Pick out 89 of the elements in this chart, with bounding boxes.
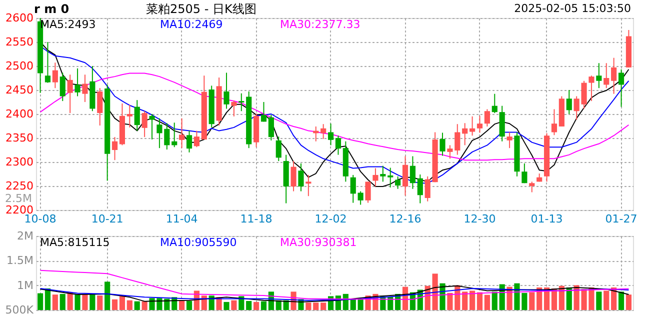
candlestick	[551, 108, 558, 136]
text: r m 0	[34, 2, 70, 16]
chart-title: 菜粕2505 - 日K线图	[146, 2, 256, 16]
x-tick-label: 10-08	[24, 212, 56, 226]
candlestick	[224, 72, 230, 110]
y-tick-label: 2M	[17, 230, 34, 242]
candlestick	[298, 162, 304, 192]
text: MA10:905590	[160, 236, 237, 249]
candlestick	[358, 190, 364, 206]
candlestick	[470, 116, 476, 136]
y-tick-label: 2300	[6, 156, 34, 168]
x-tick-label: 11-18	[240, 212, 272, 226]
candlestick	[268, 114, 274, 141]
candlestick	[388, 167, 394, 188]
candlestick	[492, 93, 498, 114]
candlestick	[328, 123, 334, 146]
candlestick	[372, 168, 378, 187]
text: 2.5M	[5, 192, 32, 205]
candlestick	[417, 174, 423, 204]
candlestick	[238, 92, 244, 112]
candlestick	[149, 114, 155, 140]
candlestick	[529, 181, 535, 193]
text: MA10:2469	[160, 18, 223, 31]
candlestick	[410, 156, 416, 190]
candlestick	[506, 132, 512, 149]
y-tick-label: 2250	[6, 180, 34, 192]
candlestick	[320, 124, 326, 140]
candlestick	[566, 90, 572, 114]
candlestick	[172, 122, 178, 148]
candlestick	[142, 110, 148, 138]
y-tick-label: 2600	[6, 12, 34, 24]
candlestick	[134, 100, 140, 132]
candlestick	[402, 156, 408, 196]
y-tick-label: 1.5M	[6, 254, 34, 268]
candlestick	[454, 124, 460, 156]
candlestick	[424, 176, 430, 202]
candlestick	[462, 122, 468, 146]
x-tick-label: 01-13	[530, 212, 563, 226]
y-tick-label: 1M	[17, 278, 34, 292]
candlestick	[179, 118, 185, 149]
x-tick-label: 12-30	[464, 212, 496, 226]
x-tick-label: 12-16	[389, 212, 422, 226]
candlestick	[44, 42, 51, 84]
candlestick	[522, 162, 528, 184]
candlestick	[74, 68, 80, 97]
candlestick	[276, 136, 282, 162]
candlestick	[365, 181, 371, 204]
candlestick	[604, 62, 610, 89]
candlestick	[380, 165, 386, 182]
x-tick-label: 11-04	[166, 212, 198, 226]
text: MA5:815115	[40, 236, 110, 249]
candlestick	[350, 174, 356, 204]
text: MA30:2377.33	[280, 18, 360, 31]
candlestick	[588, 75, 594, 102]
candlestick	[618, 68, 624, 108]
candlestick	[97, 88, 103, 126]
candlestick	[440, 132, 446, 156]
candlestick	[447, 144, 453, 160]
y-tick-label: 2450	[6, 84, 34, 96]
candlestick	[194, 130, 200, 148]
candlestick	[112, 136, 118, 161]
candlestick	[484, 108, 490, 127]
candlestick	[290, 160, 296, 192]
candlestick	[67, 74, 73, 114]
line-series	[40, 72, 630, 161]
candlestick	[476, 115, 483, 134]
y-tick-label: 2500	[6, 60, 34, 72]
text: MA30:930381	[280, 236, 357, 249]
candlestick	[596, 62, 602, 89]
candlestick	[60, 72, 66, 102]
candlestick	[126, 104, 132, 128]
x-tick-label: 10-21	[91, 212, 124, 226]
candlestick	[186, 130, 192, 153]
candlestick	[306, 174, 312, 197]
candlestick	[395, 176, 401, 190]
text: 2025-02-05 15:03:50	[514, 2, 631, 15]
y-tick-label: 2400	[6, 108, 34, 120]
x-tick-label: 01-27	[605, 212, 638, 226]
y-tick-label: 2350	[6, 132, 34, 144]
candlestick	[611, 57, 617, 94]
y-tick-label: 500K	[5, 304, 34, 316]
candlestick	[231, 100, 237, 117]
candlestick	[260, 102, 267, 122]
candlestick	[82, 74, 88, 102]
x-tick-label: 12-02	[314, 212, 347, 226]
candlestick	[335, 135, 342, 156]
y-tick-label: 2550	[6, 36, 34, 48]
candlestick	[52, 62, 58, 89]
line-series	[40, 270, 630, 300]
